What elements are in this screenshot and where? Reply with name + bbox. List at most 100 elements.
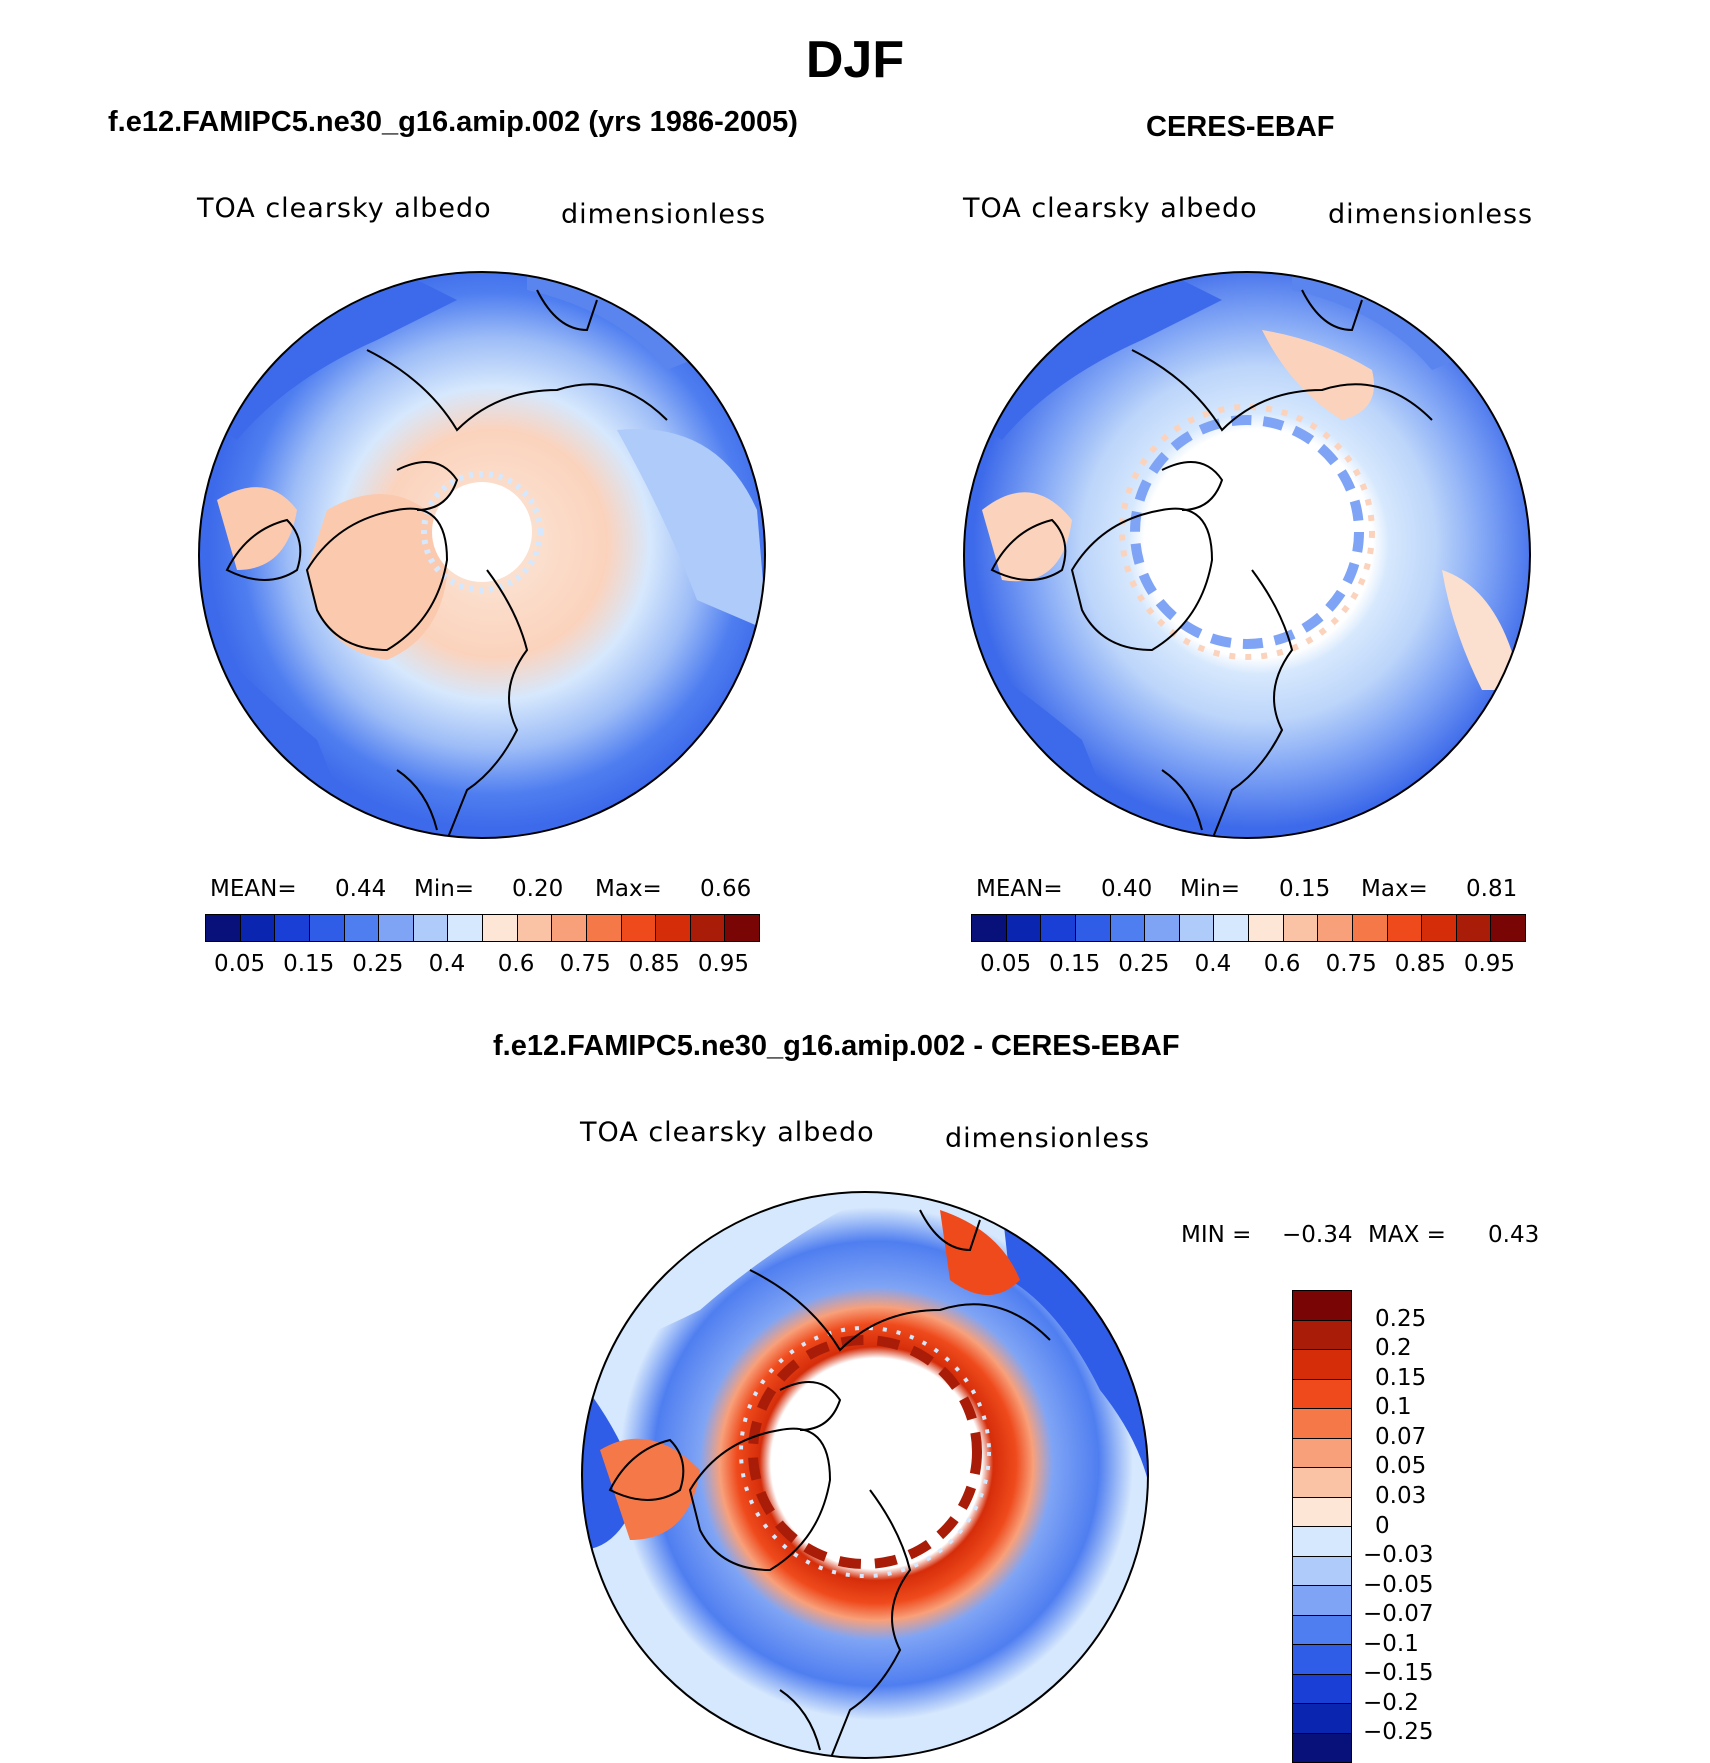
colorbar-swatch <box>1293 1291 1351 1321</box>
model-min-value: 0.20 <box>512 876 564 902</box>
colorbar-swatch <box>552 915 587 941</box>
colorbar-tick-label: 0.25 <box>352 951 404 977</box>
colorbar-tick-label: 0.07 <box>1375 1423 1427 1450</box>
colorbar-swatch <box>1293 1586 1351 1616</box>
obs-colorbar <box>971 914 1526 942</box>
obs-min-value: 0.15 <box>1279 876 1331 902</box>
colorbar-swatch <box>1293 1350 1351 1380</box>
model-mean-value: 0.44 <box>335 876 387 902</box>
colorbar-tick-label: 0.75 <box>559 951 611 977</box>
colorbar-swatch <box>1456 915 1492 941</box>
diff-panel-title: f.e12.FAMIPC5.ne30_g16.amip.002 - CERES-… <box>493 1030 1180 1062</box>
colorbar-swatch <box>1214 915 1249 941</box>
obs-mean-value: 0.40 <box>1101 876 1153 902</box>
colorbar-tick-label: −0.25 <box>1363 1719 1434 1746</box>
colorbar-swatch <box>1179 915 1215 941</box>
colorbar-swatch <box>1075 915 1111 941</box>
colorbar-swatch <box>656 915 691 941</box>
model-colorbar <box>205 914 760 942</box>
colorbar-swatch <box>1249 915 1284 941</box>
obs-units-label: dimensionless <box>1328 199 1534 230</box>
colorbar-swatch <box>1293 1645 1351 1675</box>
obs-mean-label: MEAN= <box>976 876 1063 902</box>
colorbar-swatch <box>1283 915 1319 941</box>
colorbar-tick-label: −0.07 <box>1363 1601 1434 1628</box>
colorbar-tick-label: 0.4 <box>1194 951 1232 977</box>
colorbar-tick-label: 0.03 <box>1375 1482 1427 1509</box>
obs-min-label: Min= <box>1180 876 1241 902</box>
colorbar-swatch <box>1293 1320 1351 1350</box>
colorbar-tick-label: 0.05 <box>1375 1453 1427 1480</box>
colorbar-swatch <box>448 915 483 941</box>
diff-colorbar-ticks: 0.25 0.2 0.15 0.1 0.07 0.05 0.03 0 −0.03 −0.05 −0.… <box>1363 1290 1483 1750</box>
colorbar-swatch <box>517 915 553 941</box>
colorbar-tick-label: 0.85 <box>1394 951 1446 977</box>
colorbar-swatch <box>240 915 276 941</box>
colorbar-swatch <box>1318 915 1353 941</box>
diff-max-value: 0.43 <box>1488 1222 1540 1248</box>
diff-colorbar <box>1292 1290 1352 1763</box>
colorbar-swatch <box>690 915 726 941</box>
colorbar-swatch <box>1293 1497 1351 1527</box>
colorbar-swatch <box>483 915 518 941</box>
colorbar-tick-label: 0.95 <box>1463 951 1516 977</box>
colorbar-swatch <box>1293 1615 1351 1645</box>
colorbar-tick-label: 0.15 <box>1375 1364 1427 1391</box>
colorbar-swatch <box>1293 1379 1351 1409</box>
colorbar-swatch <box>1041 915 1076 941</box>
colorbar-swatch <box>1293 1556 1351 1586</box>
diff-variable-label: TOA clearsky albedo <box>580 1117 875 1148</box>
model-units-label: dimensionless <box>561 199 767 230</box>
colorbar-swatch <box>1110 915 1146 941</box>
model-max-label: Max= <box>595 876 662 902</box>
obs-colorbar-ticks: 0.05 0.15 0.25 0.4 0.6 0.75 0.85 0.95 <box>971 951 1524 981</box>
colorbar-swatch <box>1293 1704 1351 1734</box>
colorbar-tick-label: 0.4 <box>428 951 466 977</box>
colorbar-tick-label: −0.15 <box>1363 1660 1434 1687</box>
colorbar-swatch <box>379 915 414 941</box>
colorbar-swatch <box>413 915 449 941</box>
model-colorbar-ticks: 0.05 0.15 0.25 0.4 0.6 0.75 0.85 0.95 <box>205 951 758 981</box>
model-min-label: Min= <box>414 876 475 902</box>
colorbar-tick-label: 0.15 <box>283 951 335 977</box>
colorbar-tick-label: 0.75 <box>1325 951 1377 977</box>
colorbar-tick-label: 0.85 <box>628 951 680 977</box>
model-mean-label: MEAN= <box>210 876 297 902</box>
colorbar-swatch <box>1006 915 1042 941</box>
colorbar-tick-label: 0.95 <box>697 951 750 977</box>
colorbar-swatch <box>1293 1674 1351 1704</box>
colorbar-tick-label: 0.6 <box>497 951 535 977</box>
colorbar-swatch <box>972 915 1007 941</box>
colorbar-tick-label: 0.25 <box>1375 1305 1427 1332</box>
colorbar-tick-label: −0.05 <box>1363 1571 1434 1598</box>
colorbar-swatch <box>206 915 241 941</box>
colorbar-swatch <box>344 915 380 941</box>
colorbar-swatch <box>1293 1527 1351 1557</box>
colorbar-tick-label: −0.2 <box>1363 1689 1419 1716</box>
model-variable-label: TOA clearsky albedo <box>197 193 492 224</box>
colorbar-tick-label: 0 <box>1375 1512 1390 1539</box>
colorbar-swatch <box>1387 915 1423 941</box>
colorbar-tick-label: 0.1 <box>1375 1394 1412 1421</box>
colorbar-swatch <box>1422 915 1457 941</box>
obs-max-label: Max= <box>1361 876 1428 902</box>
colorbar-tick-label: −0.03 <box>1363 1542 1434 1569</box>
figure-title: DJF <box>805 31 905 89</box>
colorbar-swatch <box>1293 1468 1351 1498</box>
diff-units-label: dimensionless <box>945 1123 1151 1154</box>
model-max-value: 0.66 <box>700 876 752 902</box>
obs-variable-label: TOA clearsky albedo <box>963 193 1258 224</box>
colorbar-swatch <box>1293 1733 1351 1762</box>
colorbar-swatch <box>725 915 759 941</box>
colorbar-swatch <box>1145 915 1180 941</box>
obs-panel-title: CERES-EBAF <box>1146 111 1335 143</box>
colorbar-tick-label: 0.05 <box>979 951 1032 977</box>
obs-max-value: 0.81 <box>1466 876 1518 902</box>
diff-polar-map <box>581 1191 1149 1759</box>
model-panel-title: f.e12.FAMIPC5.ne30_g16.amip.002 (yrs 198… <box>108 106 798 138</box>
obs-polar-map <box>963 271 1531 839</box>
colorbar-tick-label: 0.05 <box>213 951 266 977</box>
colorbar-tick-label: 0.6 <box>1263 951 1301 977</box>
colorbar-swatch <box>1491 915 1525 941</box>
colorbar-swatch <box>309 915 345 941</box>
